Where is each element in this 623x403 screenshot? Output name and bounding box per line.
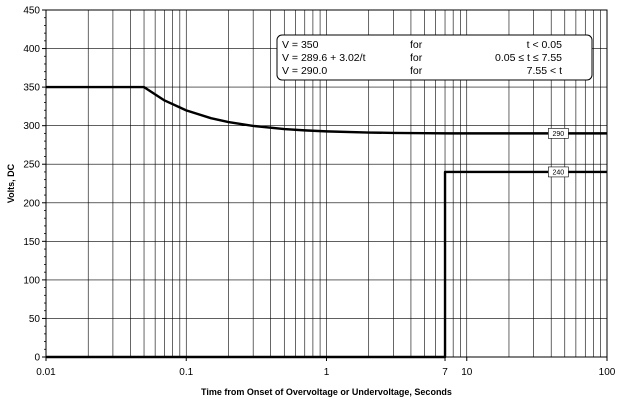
legend-condition: t < 0.05 (527, 39, 562, 51)
x-tick-label: 1 (324, 367, 330, 378)
level-label-290: 290 (553, 131, 565, 138)
y-tick-label: 450 (23, 6, 40, 17)
y-tick-label: 300 (23, 121, 40, 132)
y-tick-label: 250 (23, 160, 40, 171)
y-axis-title: Volts, DC (6, 163, 16, 203)
legend-condition: 0.05 ≤ t ≤ 7.55 (495, 52, 562, 64)
legend-for: for (410, 65, 423, 77)
y-tick-label: 350 (23, 83, 40, 94)
level-label-box (548, 166, 569, 178)
y-tick-label: 100 (23, 275, 40, 286)
legend-condition: 7.55 < t (527, 65, 562, 77)
y-tick-label: 200 (23, 198, 40, 209)
x-axis-title: Time from Onset of Overvoltage or Underv… (201, 387, 452, 397)
grid (46, 10, 607, 357)
y-tick-label: 0 (34, 353, 40, 364)
legend-formula: V = 350 (282, 39, 319, 51)
legend-for: for (410, 52, 423, 64)
legend-frame (276, 34, 593, 81)
legend-for: for (410, 39, 423, 51)
annotation-layer: 290 240 (548, 128, 569, 178)
level-label-box (548, 128, 569, 139)
series-line-1 (46, 85, 607, 135)
legend-formula: V = 289.6 + 3.02/t (282, 52, 366, 64)
tick-layer: 0 50 100 150 200 250 300 350 400 450 0.01 0.1 1 7 10 10… (23, 6, 615, 379)
x-tick-label: 0.01 (36, 367, 56, 378)
x-tick-label: 7 (442, 367, 448, 378)
x-tick-label: 10 (461, 367, 473, 378)
y-tick-label: 50 (29, 314, 41, 325)
level-label-240: 240 (553, 169, 565, 176)
x-tick-label: 0.1 (179, 367, 193, 378)
x-tick-label: 100 (599, 367, 616, 378)
y-tick-label: 400 (23, 44, 40, 55)
y-tick-label: 150 (23, 237, 40, 248)
legend-formula: V = 290.0 (282, 65, 327, 77)
legend-box: V = 350 for t < 0.05 V = 289.6 + 3.02/t for 0… (276, 34, 593, 81)
